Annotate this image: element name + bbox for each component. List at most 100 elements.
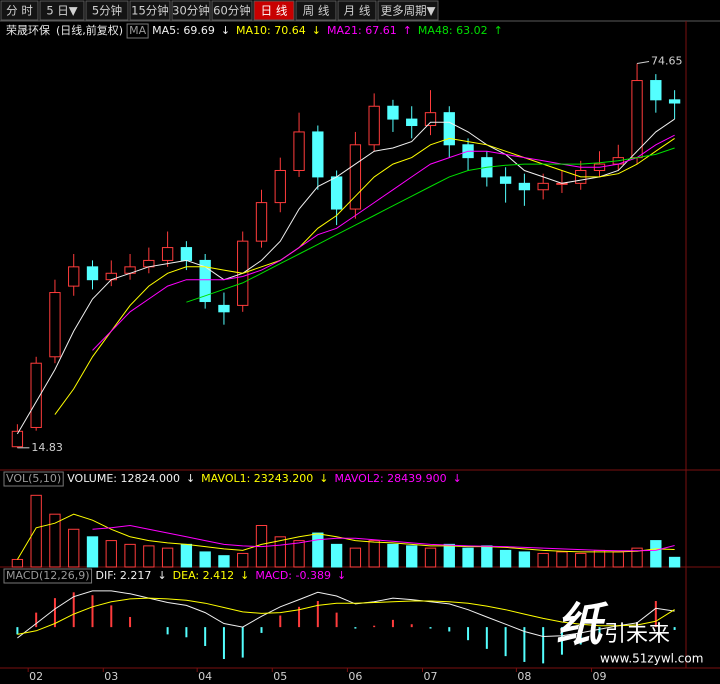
panel-title: VOL(5,10) [6,472,61,485]
volume-bar [593,549,606,568]
toolbar-tab-label[interactable]: 30分钟 [172,4,210,18]
volume-bar [518,551,531,568]
volume-bar [668,556,681,568]
macd-line [17,590,675,639]
x-tick-label: 03 [104,670,118,683]
x-tick-label: 04 [198,670,212,683]
candle-body [330,176,343,210]
toolbar-tab-label[interactable]: 月 线 [344,4,371,18]
watermark-url: www.51zywl.com [600,652,703,666]
legend-label: MA48: 63.02 [418,24,488,37]
toolbar-tab[interactable] [171,0,211,21]
volume-bar [481,545,493,568]
volume-bar [293,540,305,568]
candle-body [424,112,437,127]
volume-bar [86,536,99,568]
toolbar-tab[interactable] [85,0,129,21]
toolbar-tab-label[interactable]: 日 线 [261,4,288,18]
volume-bar [143,545,155,568]
ma-line [16,118,675,435]
price-annotation: 14.83 [31,441,63,454]
ma-line [54,137,675,415]
candle-body [349,144,362,210]
volume-bar [462,547,474,568]
annotation-leader [636,61,650,65]
toolbar-tab[interactable] [295,0,337,21]
toolbar-tab[interactable] [211,0,253,21]
x-tick-label: 02 [29,670,43,683]
watermark-brand: 引未来 [604,622,670,647]
legend-box [126,23,149,39]
toolbar-tab[interactable] [129,0,171,21]
watermark-logo: 纸 [556,598,609,652]
toolbar-tab-label[interactable]: 分 时 [6,4,33,18]
legend-trend: ↓ [312,24,321,37]
legend-trend: ↓ [240,569,249,582]
x-tick-label: 06 [348,670,362,683]
price-annotation: 74.65 [651,55,683,68]
stock-name: 荣晟环保 [6,23,50,37]
volume-bar [11,558,24,568]
toolbar-tab-label[interactable]: 周 线 [303,4,330,18]
volume-bar [349,547,362,568]
volume-bar [105,540,117,568]
candle-body [293,131,305,171]
legend-label: MAVOL1: 23243.200 [201,472,313,485]
volume-bar [237,552,249,568]
volume-bar [274,536,286,568]
toolbar-tab[interactable] [377,0,439,21]
toolbar-tab[interactable] [0,0,39,21]
legend-trend: ↓ [186,472,195,485]
candle-body [650,80,662,101]
candle-body [668,99,681,104]
toolbar-tab[interactable] [39,0,85,21]
candle-body [537,182,549,191]
volume-bar [124,543,136,568]
legend-label: DEA: 2.412 [173,569,234,582]
volume-bar [387,543,399,568]
volume-bar [406,545,418,568]
volume-bar [612,551,624,568]
volume-bar [49,513,61,568]
legend-box [3,471,64,487]
toolbar-tab-label[interactable]: 15分钟 [131,4,169,18]
toolbar-tab[interactable] [337,0,377,21]
legend-box [3,568,93,584]
candle-body [218,304,230,313]
ma-line [186,147,675,303]
x-tick-label: 05 [273,670,287,683]
volume-bar [218,555,230,568]
legend-label: MA10: 70.64 [236,24,306,37]
legend-trend: ↓ [157,569,166,582]
legend-label: MA21: 67.61 [327,24,397,37]
candle-body [86,266,99,281]
volume-bar [499,549,512,568]
volume-bar [199,551,211,568]
legend-trend: ↓ [453,472,462,485]
candle-body [255,202,268,242]
toolbar-tab-label[interactable]: 更多周期▼ [381,4,436,18]
toolbar-tab-label[interactable]: 5 日▼ [46,4,77,18]
toolbar-tab[interactable] [253,0,295,21]
toolbar-tab-label[interactable]: 60分钟 [213,4,251,18]
volume-bar [650,540,662,568]
candle-body [631,80,643,159]
legend-label: MACD: -0.389 [255,569,331,582]
volume-bar [424,547,437,568]
volume-bar [330,543,343,568]
legend-label: DIF: 2.217 [96,569,152,582]
volume-bar [180,543,193,568]
x-tick-label: 07 [424,670,438,683]
candle-body [443,112,455,146]
legend-trend: ↑ [403,24,412,37]
candle-body [49,292,61,358]
legend-label: MA5: 69.69 [152,24,215,37]
candle-body [368,105,380,146]
legend-trend: ↓ [319,472,328,485]
x-tick-label: 09 [593,670,607,683]
legend-label: MAVOL2: 28439.900 [335,472,447,485]
toolbar-tab-label[interactable]: 5分钟 [92,4,122,18]
volume-bar [161,547,174,568]
